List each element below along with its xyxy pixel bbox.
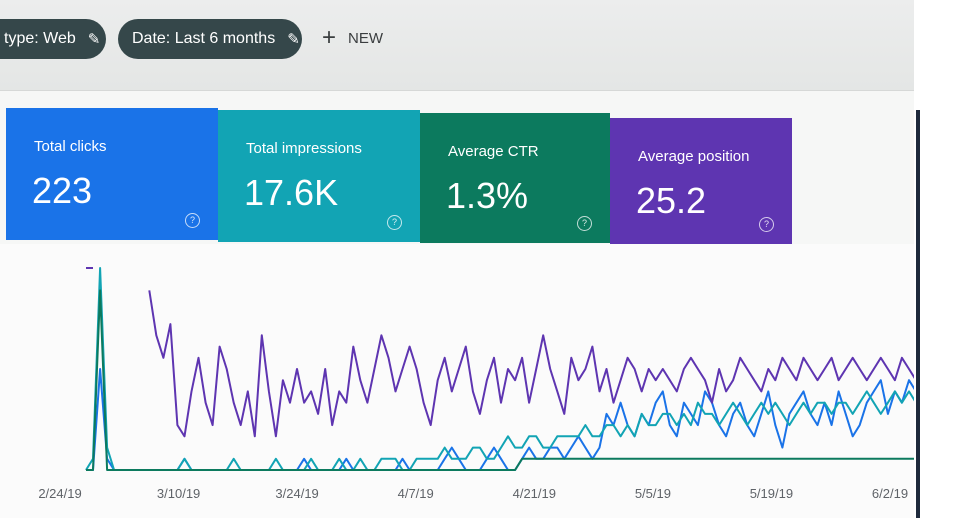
pencil-icon[interactable]: ✎ [287,31,300,48]
series-line-2 [86,289,916,471]
metric-label: Total impressions [246,140,362,157]
help-circle-icon[interactable]: ? [387,215,402,230]
metric-card-average-position[interactable]: Average position 25.2 ? [610,118,792,244]
help-circle-icon[interactable]: ? [185,213,200,228]
type-filter-chip[interactable]: type: Web ✎ [0,19,106,59]
pencil-icon[interactable]: ✎ [87,31,101,48]
series-line-3 [86,267,917,438]
date-filter-chip[interactable]: Date: Last 6 months ✎ [118,19,302,59]
monitor-bezel [916,110,920,518]
metric-value: 17.6K [244,172,339,213]
x-tick-label: 5/19/19 [750,486,793,501]
new-filter-label: NEW [348,29,384,47]
x-tick-label: 4/7/19 [398,486,434,501]
metric-card-average-ctr[interactable]: Average CTR 1.3% ? [420,113,610,243]
metric-card-total-impressions[interactable]: Total impressions 17.6K ? [218,110,420,242]
performance-chart: 2/24/19 3/10/19 3/24/19 4/7/19 4/21/19 5/5/19… [0,244,920,518]
help-circle-icon[interactable]: ? [577,216,592,231]
date-filter-label: Date: Last 6 months [132,30,276,47]
metric-value: 223 [32,170,93,211]
chart-canvas: 2/24/19 3/10/19 3/24/19 4/7/19 4/21/19 5/5/19… [38,267,917,501]
metric-card-total-clicks[interactable]: Total clicks 223 ? [6,108,218,240]
x-tick-label: 2/24/19 [38,486,81,501]
x-tick-label: 3/10/19 [157,486,200,501]
x-tick-label: 4/21/19 [513,486,556,501]
metric-value: 1.3% [446,175,529,216]
x-tick-label: 3/24/19 [275,486,318,501]
metric-label: Average CTR [448,143,539,160]
metric-label: Average position [638,148,750,165]
page-margin [914,0,954,518]
metric-label: Total clicks [34,138,107,155]
type-filter-label: type: Web [4,30,76,47]
plus-icon: + [322,24,337,51]
x-tick-label: 6/2/19 [872,486,908,501]
help-circle-icon[interactable]: ? [759,217,774,232]
new-filter-button[interactable]: + NEW [322,24,384,51]
metric-value: 25.2 [636,180,707,221]
x-tick-label: 5/5/19 [635,486,671,501]
series-line-1 [85,267,917,471]
